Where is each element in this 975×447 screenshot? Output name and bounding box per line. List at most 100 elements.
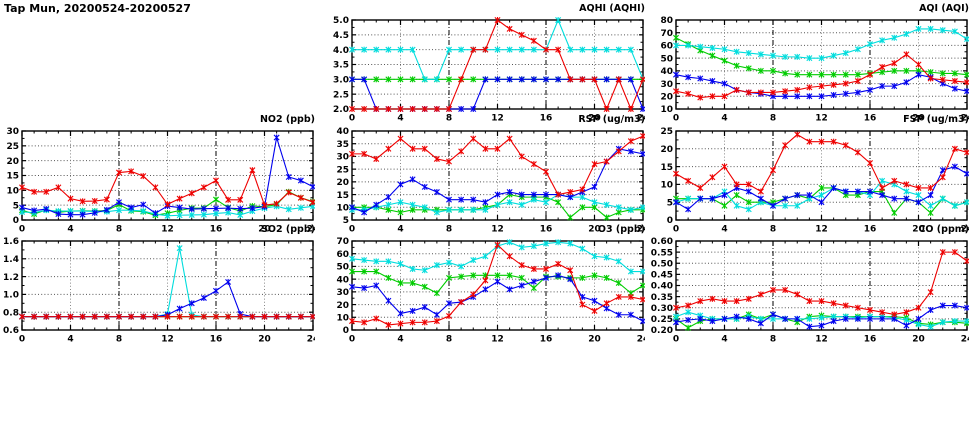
y-tick-label: 40 [336,275,349,285]
panel-o3: O3 (ppb) 01020304050607004812162024 [326,224,645,347]
x-tick-label: 4 [721,114,727,124]
x-tick-label: 20 [588,335,601,345]
x-tick-label: 4 [721,335,727,345]
x-tick-label: 12 [491,225,504,235]
y-tick-label: 1.4 [3,255,19,265]
x-tick-label: 8 [446,225,452,235]
y-tick-label: 3.5 [333,61,349,71]
panel-title-no2: NO2 (ppb) [259,114,315,125]
x-tick-label: 20 [912,114,925,124]
y-tick-label: 25 [336,165,349,175]
y-tick-label: 0.50 [651,259,673,269]
x-tick-label: 16 [540,335,553,345]
x-tick-label: 12 [161,335,174,345]
series-blue [673,302,969,330]
y-tick-label: 20 [660,92,673,102]
chart-so2: 0.6 0.8 1.0 1.2 1.4 1.6 0 4 8 12 16 20 24 [3,237,315,345]
y-tick-label: 0 [667,216,673,226]
panel-title-rsp: RSP (ug/m3) [578,114,645,125]
y-tick-label: 1.6 [3,237,19,247]
y-tick-label: 60 [660,42,673,52]
y-tick-label: 0 [343,326,349,336]
series-cyan [349,17,645,83]
panel-aqi: AQI (AQI) 10 20 30 40 50 60 70 80 0 4 8 12 16 20 24 [650,3,969,126]
x-tick-label: 12 [161,225,174,235]
x-tick-label: 4 [397,225,403,235]
page-title: Tap Mun, 20200524-20200527 [4,2,191,15]
y-tick-label: 15 [336,191,349,201]
series-red [673,51,969,101]
x-tick-label: 8 [770,335,776,345]
x-tick-label: 24 [637,335,645,345]
y-tick-label: 20 [336,178,349,188]
chart-no2: 0 5 10 15 20 25 30 0 4 8 12 16 20 24 [6,127,315,235]
y-tick-label: 4.5 [333,31,349,41]
y-tick-label: 60 [336,250,349,260]
x-tick-label: 4 [397,114,403,124]
y-tick-label: 20 [660,145,673,155]
x-tick-label: 8 [770,114,776,124]
y-tick-label: 4.0 [333,46,349,56]
y-tick-label: 0.40 [651,282,673,292]
y-tick-label: 40 [336,127,349,137]
y-tick-label: 5 [667,198,673,208]
panel-title-aqi: AQI (AQI) [919,3,969,14]
y-tick-label: 30 [336,288,349,298]
series-blue [673,163,969,213]
y-tick-label: 25 [660,127,673,137]
panel-title-fsp: FSP (ug/m3) [903,114,969,125]
y-tick-label: 0.8 [3,308,19,318]
x-tick-label: 20 [912,225,925,235]
y-tick-label: 3.0 [333,76,349,86]
chart-aqi: 10 20 30 40 50 60 70 80 0 4 8 12 16 20 24 [660,16,969,124]
panel-rsp: RSP (ug/m3) 51015202530354004812162024 [326,114,645,237]
x-tick-label: 8 [446,335,452,345]
y-tick-label: 40 [660,67,673,77]
y-tick-label: 0 [13,216,19,226]
panel-aqhi: AQHI (AQHI) 2.0 2.5 3.0 3.5 4.0 4.5 5.0 0 4 8 12 16… [326,3,645,126]
y-tick-label: 10 [6,187,19,197]
y-tick-label: 70 [660,29,673,39]
x-tick-label: 4 [67,335,73,345]
y-tick-label: 15 [6,172,19,182]
x-tick-label: 16 [540,225,553,235]
x-tick-label: 0 [19,225,25,235]
x-tick-label: 12 [491,335,504,345]
y-tick-label: 30 [660,80,673,90]
x-tick-label: 8 [116,225,122,235]
chart-o3: 0 10 20 30 40 50 60 70 0 4 8 12 16 20 24 [336,237,645,345]
y-tick-label: 5.0 [333,16,349,26]
chart-aqhi: 2.0 2.5 3.0 3.5 4.0 4.5 5.0 0 4 8 12 16 20 24 [333,16,645,124]
series-red [19,167,315,209]
x-tick-label: 16 [210,335,223,345]
series-red [349,17,645,112]
x-tick-label: 0 [349,225,355,235]
y-tick-label: 0.55 [651,248,673,258]
series-cyan [349,239,645,275]
series-red [349,133,645,198]
y-tick-label: 0.25 [651,315,673,325]
y-tick-label: 1.2 [3,273,19,283]
x-tick-label: 8 [116,335,122,345]
y-tick-label: 0.20 [651,326,673,336]
x-tick-label: 16 [864,335,877,345]
x-tick-label: 20 [588,225,601,235]
x-tick-label: 0 [349,335,355,345]
x-tick-label: 0 [349,114,355,124]
series-cyan [673,25,969,62]
panel-title-aqhi: AQHI (AQHI) [579,3,645,14]
x-tick-label: 8 [770,225,776,235]
x-tick-label: 0 [673,335,679,345]
panel-title-so2: SO2 (ppb) [261,224,315,235]
x-tick-label: 24 [961,114,969,124]
x-tick-label: 16 [540,114,553,124]
x-tick-label: 12 [815,335,828,345]
y-tick-label: 0.60 [651,237,673,247]
y-tick-label: 2.5 [333,90,349,100]
panel-no2: NO2 (ppb) 0 5 10 15 20 25 30 0 4 8 12 16 20 24 [0,114,315,237]
y-tick-label: 35 [336,140,349,150]
x-tick-label: 0 [19,335,25,345]
y-tick-label: 0.45 [651,271,673,281]
x-tick-label: 4 [67,225,73,235]
y-tick-label: 10 [660,181,673,191]
